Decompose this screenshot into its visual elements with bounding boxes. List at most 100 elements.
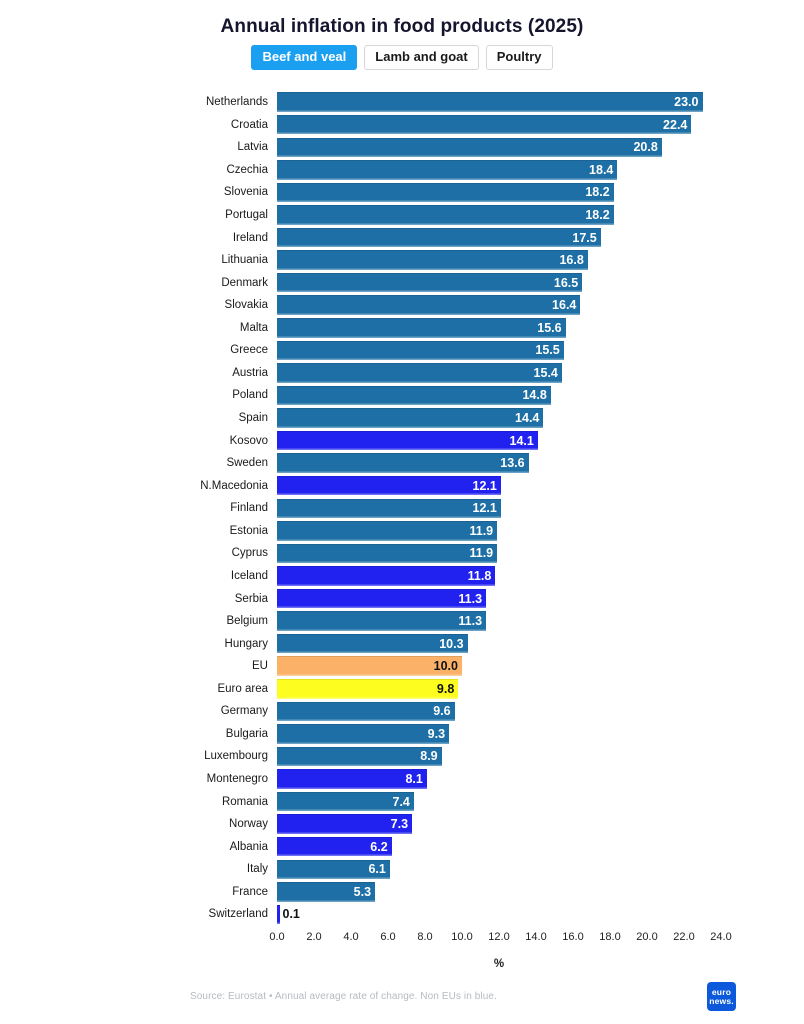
row-track: 7.4 — [277, 791, 753, 812]
bar[interactable]: 11.9 — [277, 543, 498, 564]
bar[interactable]: 8.9 — [277, 746, 442, 767]
bar[interactable]: 15.6 — [277, 318, 566, 338]
bar[interactable]: 12.1 — [277, 475, 501, 496]
row-label: Portugal — [225, 208, 268, 221]
chart-title: Annual inflation in food products (2025) — [220, 16, 584, 37]
bar-value: 14.4 — [515, 411, 540, 426]
row-label: Norway — [229, 818, 268, 831]
bar[interactable]: 23.0 — [277, 92, 703, 112]
chart-row: Germany 9.6 — [180, 700, 804, 723]
bar-value: 18.4 — [589, 162, 614, 177]
bar[interactable]: 10.0 — [277, 656, 462, 676]
x-tick-label: 2.0 — [306, 930, 322, 943]
bar[interactable]: 7.4 — [277, 791, 414, 812]
row-track: 10.3 — [277, 633, 753, 654]
tab-beef-and-veal[interactable]: Beef and veal — [251, 45, 358, 70]
tab-lamb-and-goat[interactable]: Lamb and goat — [364, 45, 479, 70]
chart-row: Iceland 11.8 — [180, 565, 804, 588]
bar-value: 6.2 — [370, 839, 388, 854]
chart-row: Slovenia 18.2 — [180, 181, 804, 204]
x-tick-label: 4.0 — [343, 930, 359, 943]
row-track: 12.1 — [277, 498, 753, 519]
chart-row: Bulgaria 9.3 — [180, 723, 804, 746]
chart-row: EU 10.0 — [180, 655, 804, 678]
row-label: Poland — [232, 389, 268, 402]
bar[interactable] — [277, 904, 280, 925]
bar[interactable]: 20.8 — [277, 137, 662, 158]
row-track: 9.6 — [277, 701, 753, 722]
chart-row: Greece 15.5 — [180, 339, 804, 362]
row-label: Ireland — [232, 231, 268, 244]
x-tick-label: 18.0 — [599, 930, 621, 943]
bar[interactable]: 18.2 — [277, 182, 614, 203]
row-label: Greece — [230, 344, 268, 357]
bar-value: 9.6 — [433, 704, 451, 719]
row-label: Italy — [246, 863, 268, 876]
chart-row: Switzerland 0.1 — [180, 903, 804, 926]
row-label: Latvia — [237, 141, 268, 154]
row-track: 11.9 — [277, 543, 753, 564]
bar-value: 15.5 — [535, 343, 560, 358]
bar-value: 23.0 — [674, 95, 699, 110]
row-track: 14.1 — [277, 430, 753, 451]
row-label: Montenegro — [206, 773, 268, 786]
bar[interactable]: 15.5 — [277, 340, 564, 361]
bar[interactable]: 11.3 — [277, 611, 487, 631]
tab-poultry[interactable]: Poultry — [485, 45, 553, 70]
x-tick-label: 8.0 — [417, 930, 433, 943]
bar-value: 11.3 — [458, 591, 483, 606]
bar[interactable]: 14.8 — [277, 385, 551, 406]
bar[interactable]: 22.4 — [277, 114, 692, 135]
bar[interactable]: 9.8 — [277, 679, 459, 699]
bar[interactable]: 11.8 — [277, 566, 496, 586]
row-track: 9.8 — [277, 679, 753, 699]
bar[interactable]: 5.3 — [277, 882, 376, 902]
row-track: 8.9 — [277, 746, 753, 767]
bar[interactable]: 14.1 — [277, 430, 538, 451]
bar-value: 9.3 — [427, 726, 446, 741]
chart-row: Latvia 20.8 — [180, 136, 804, 159]
bar[interactable]: 15.4 — [277, 363, 562, 383]
bar[interactable]: 6.2 — [277, 836, 392, 857]
bar[interactable]: 17.5 — [277, 227, 601, 248]
bar[interactable]: 14.4 — [277, 408, 544, 428]
chart-row: Finland 12.1 — [180, 497, 804, 520]
bar[interactable]: 12.1 — [277, 498, 501, 519]
bar[interactable]: 16.8 — [277, 250, 588, 270]
bar[interactable]: 9.3 — [277, 724, 450, 744]
row-label: Kosovo — [229, 434, 268, 447]
bar[interactable]: 7.3 — [277, 814, 413, 834]
euronews-logo[interactable]: euro news. — [707, 982, 736, 1011]
bar[interactable]: 9.6 — [277, 701, 455, 722]
bar[interactable]: 6.1 — [277, 859, 390, 880]
bar[interactable]: 10.3 — [277, 633, 468, 654]
chart-row: Serbia 11.3 — [180, 587, 804, 610]
bar[interactable]: 13.6 — [277, 453, 529, 473]
row-track: 9.3 — [277, 724, 753, 744]
bar[interactable]: 18.4 — [277, 160, 618, 180]
footer: Source: Eurostat • Annual average rate o… — [190, 982, 736, 1011]
bar-value: 6.1 — [368, 862, 386, 877]
bar[interactable]: 18.2 — [277, 205, 614, 225]
bar[interactable]: 16.5 — [277, 272, 583, 293]
bar[interactable]: 8.1 — [277, 769, 427, 789]
bar[interactable]: 16.4 — [277, 295, 581, 315]
row-track: 6.2 — [277, 836, 753, 857]
bar-value: 13.6 — [500, 456, 525, 471]
x-tick-label: 16.0 — [562, 930, 584, 943]
bar-value: 11.9 — [469, 546, 494, 561]
row-label: Denmark — [221, 276, 268, 289]
tab-bar: Beef and veal Lamb and goat Poultry — [0, 45, 804, 70]
bar[interactable]: 11.3 — [277, 588, 487, 609]
row-track: 6.1 — [277, 859, 753, 880]
x-axis-label: % — [493, 957, 505, 970]
row-track: 20.8 — [277, 137, 753, 158]
chart-row: Sweden 13.6 — [180, 452, 804, 475]
bar-value: 16.5 — [553, 275, 579, 290]
bar-value: 8.1 — [405, 772, 423, 787]
row-label: Iceland — [230, 569, 268, 582]
chart-row: Portugal 18.2 — [180, 204, 804, 227]
chart-row: Belgium 11.3 — [180, 610, 804, 633]
bar[interactable]: 11.9 — [277, 521, 498, 541]
row-track: 0.1 — [277, 904, 753, 925]
